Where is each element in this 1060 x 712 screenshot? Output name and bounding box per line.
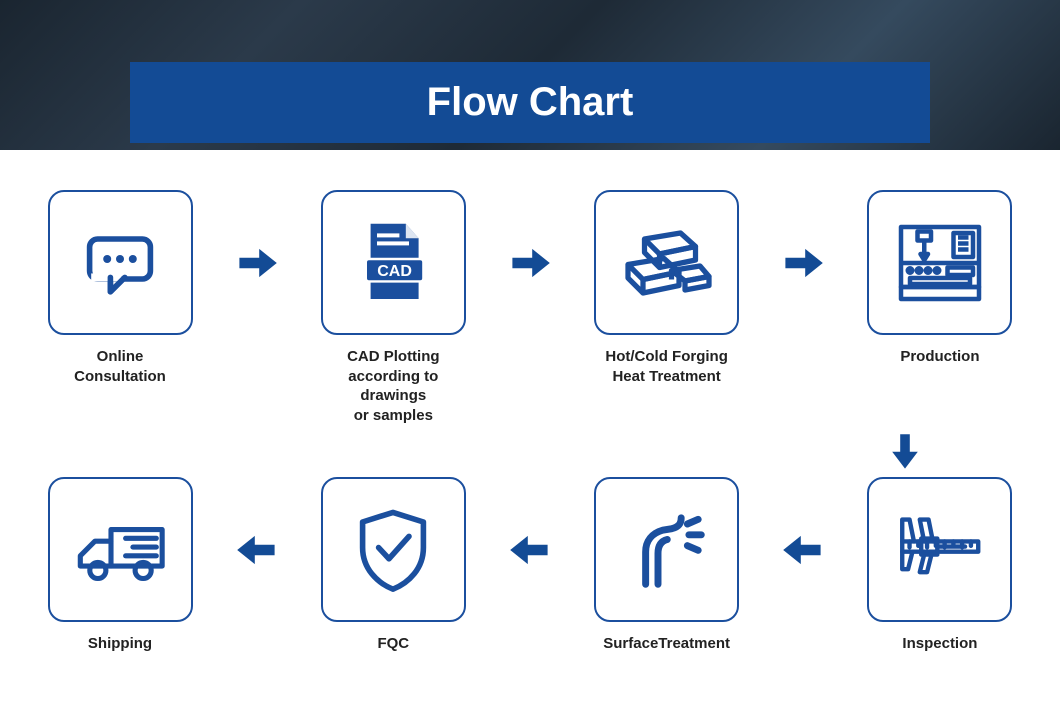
arrow-left [500,477,560,622]
arrow-left [773,477,833,622]
step-label: FQC [377,634,409,654]
step-forging: Hot/Cold Forging Heat Treatment [587,190,747,386]
arrow-down-wrap [40,431,1020,471]
flow-chart: Online Consultation CAD CAD Plotting acc… [0,150,1060,654]
step-box [321,477,466,622]
cad-file-icon: CAD [353,218,433,308]
caliper-icon [892,507,987,592]
header-banner: Flow Chart [0,0,1060,150]
step-label: Hot/Cold Forging Heat Treatment [605,347,727,386]
machine-icon [895,218,985,308]
step-production: Production [860,190,1020,367]
step-label: Production [900,347,979,367]
step-label: SurfaceTreatment [603,634,730,654]
flow-row-2: Shipping FQC [40,477,1020,654]
step-surface: SurfaceTreatment [587,477,747,654]
step-fqc: FQC [313,477,473,654]
truck-icon [73,510,168,590]
step-box [594,190,739,335]
shield-check-icon [353,505,433,595]
spray-icon [624,507,709,592]
step-box [48,190,193,335]
arrow-right [227,190,287,335]
step-label: CAD Plotting according to drawings or sa… [313,347,473,425]
step-label: Inspection [902,634,977,654]
step-shipping: Shipping [40,477,200,654]
step-box: CAD [321,190,466,335]
step-inspection: Inspection [860,477,1020,654]
title-bar: Flow Chart [130,62,930,143]
step-box [48,477,193,622]
step-label: Online Consultation [74,347,166,386]
step-box [594,477,739,622]
arrow-right [773,190,833,335]
step-box [867,190,1012,335]
arrow-down-icon [885,431,925,471]
chat-icon [80,223,160,303]
page-title: Flow Chart [427,80,634,124]
ingots-icon [622,223,712,303]
step-label: Shipping [88,634,152,654]
arrow-right [500,190,560,335]
flow-row-1: Online Consultation CAD CAD Plotting acc… [40,190,1020,425]
step-box [867,477,1012,622]
step-cad: CAD CAD Plotting according to drawings o… [313,190,473,425]
arrow-left [227,477,287,622]
svg-text:CAD: CAD [378,262,413,279]
step-consultation: Online Consultation [40,190,200,386]
